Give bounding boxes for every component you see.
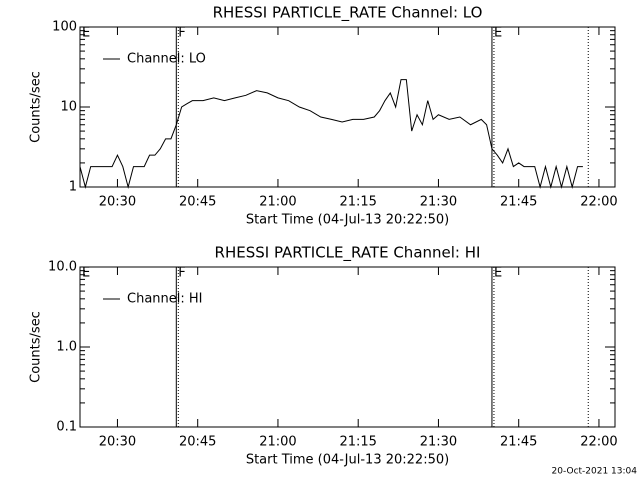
chart-title: RHESSI PARTICLE_RATE Channel: LO	[213, 4, 483, 23]
x-tick-label: 22:00	[580, 195, 617, 210]
x-tick-label: 21:45	[500, 435, 537, 450]
x-tick-label: 20:30	[99, 195, 136, 210]
y-tick-label: 1.0	[56, 340, 77, 355]
legend-label: Channel: LO	[127, 52, 206, 67]
x-axis-label: Start Time (04-Jul-13 20:22:50)	[246, 453, 449, 468]
legend-label: Channel: HI	[127, 292, 203, 307]
chart-title: RHESSI PARTICLE_RATE Channel: HI	[215, 244, 481, 263]
x-tick-label: 20:30	[99, 435, 136, 450]
x-tick-label: 21:00	[259, 195, 296, 210]
marker-label: E	[494, 266, 502, 281]
y-axis-label: Counts/sec	[29, 71, 44, 143]
y-tick-label: 100	[52, 20, 77, 35]
y-tick-label: 10.0	[48, 260, 77, 275]
y-tick-label: 0.1	[56, 420, 77, 435]
y-axis-label: Counts/sec	[29, 311, 44, 383]
marker-label: E	[82, 266, 90, 281]
footer-date: 20-Oct-2021 13:04	[552, 467, 638, 477]
data-line	[79, 79, 583, 189]
x-axis-label: Start Time (04-Jul-13 20:22:50)	[246, 213, 449, 228]
marker-label: F	[178, 26, 185, 41]
marker-label: F	[178, 266, 185, 281]
y-tick-label: 10	[60, 100, 77, 115]
x-tick-label: 22:00	[580, 435, 617, 450]
x-tick-label: 21:00	[259, 435, 296, 450]
x-tick-label: 21:15	[339, 195, 376, 210]
x-tick-label: 20:45	[179, 195, 216, 210]
marker-label: E	[494, 26, 502, 41]
x-tick-label: 21:15	[339, 435, 376, 450]
x-tick-label: 20:45	[179, 435, 216, 450]
marker-label: E	[82, 26, 90, 41]
x-tick-label: 21:30	[420, 435, 457, 450]
x-tick-label: 21:45	[500, 195, 537, 210]
x-tick-label: 21:30	[420, 195, 457, 210]
y-tick-label: 1	[69, 180, 77, 195]
